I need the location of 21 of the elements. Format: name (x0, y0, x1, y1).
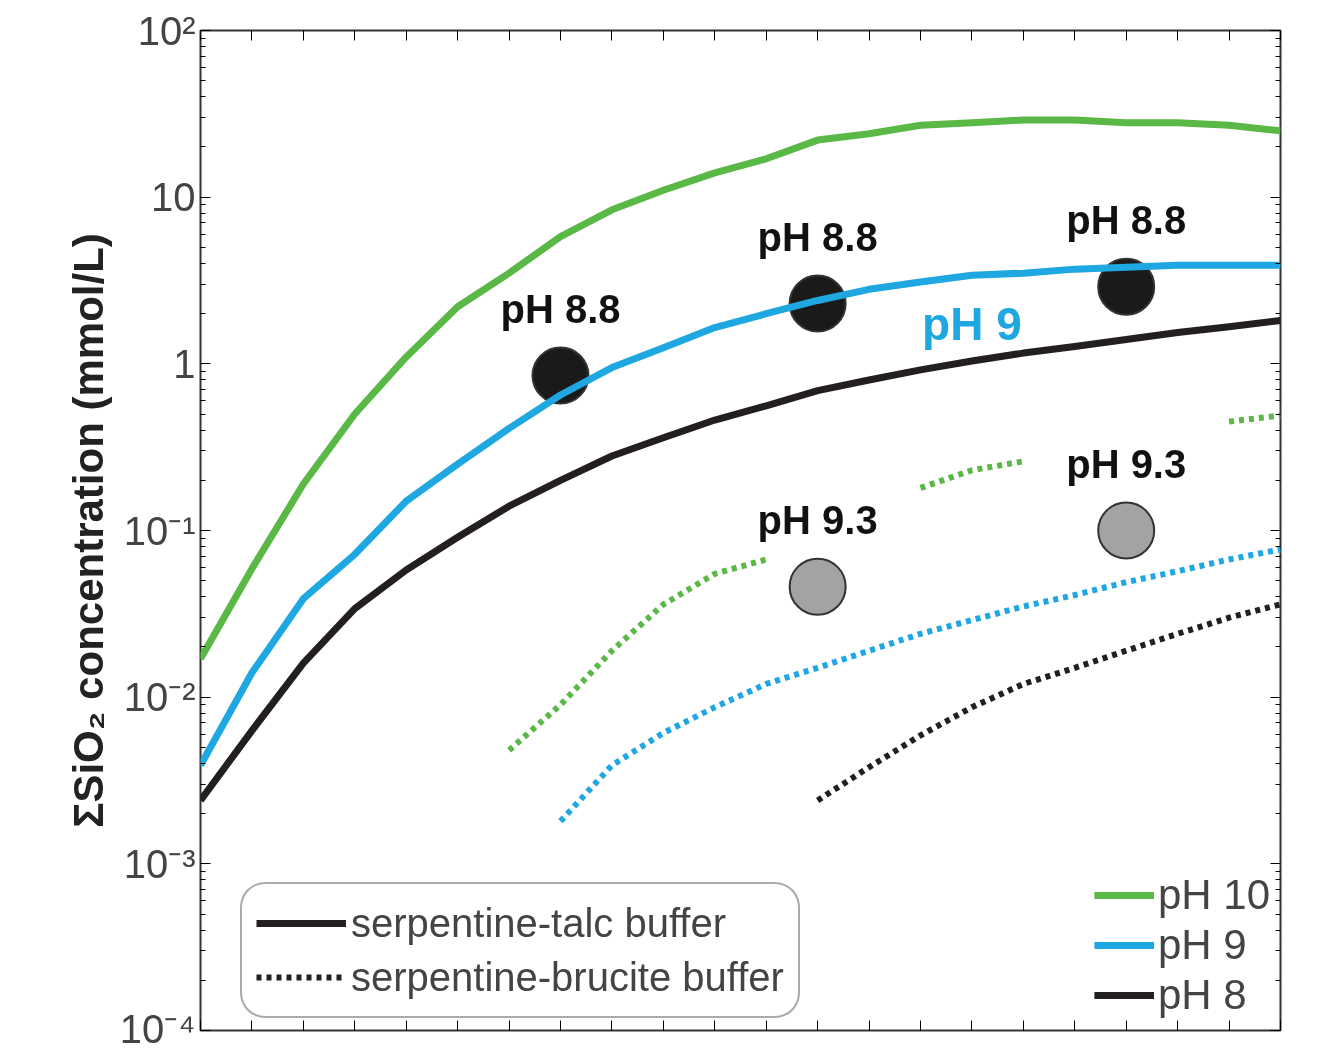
legend-label: pH 9 (1157, 920, 1247, 970)
y-tick-label: 10⁻³ (123, 841, 196, 886)
annotation: pH 8.8 (757, 214, 878, 259)
annotation: serpentine-brucite buffer (351, 953, 784, 1001)
legend-label: pH 8 (1157, 970, 1247, 1020)
point (1097, 501, 1156, 560)
point (788, 557, 847, 616)
annotation: pH 9 (922, 298, 1022, 351)
y-axis-title: ΣSiO₂ concentration (mmol/L) (64, 233, 112, 828)
annotation: pH 8.8 (1066, 197, 1187, 242)
annotation: pH 9.3 (1066, 441, 1187, 486)
annotation: serpentine-talc buffer (351, 899, 727, 947)
y-tick-label: 10 (151, 175, 196, 220)
y-tick-label: 10⁻² (123, 675, 196, 720)
y-tick-label: 10⁻⁴ (119, 1006, 196, 1051)
annotation: pH 8.8 (500, 286, 621, 331)
legend-label: pH 10 (1157, 870, 1270, 920)
y-tick-label: 1 (173, 341, 196, 386)
annotation: pH 9.3 (757, 497, 878, 542)
y-tick-label: 10² (137, 8, 196, 53)
y-tick-label: 10⁻¹ (123, 508, 196, 553)
